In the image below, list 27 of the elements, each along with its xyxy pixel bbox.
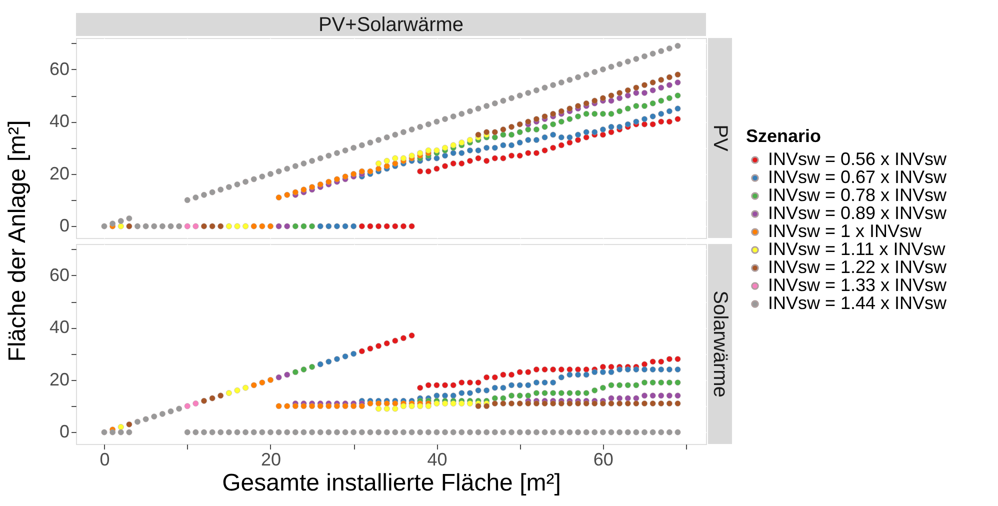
- y-tick-label: 40: [49, 111, 70, 132]
- legend-label: INVsw = 1.44 x INVsw: [768, 293, 948, 313]
- y-tick-label: 60: [49, 264, 70, 285]
- x-tick-label: 40: [427, 450, 448, 470]
- y-tick-label: 0: [59, 422, 70, 442]
- x-tick-label: 0: [100, 450, 110, 470]
- chart-title: PV+Solarwärme: [318, 14, 464, 36]
- y-tick-label: 40: [49, 317, 70, 338]
- text: PV: [709, 124, 731, 152]
- y-tick-label: 0: [59, 216, 70, 236]
- legend-label: INVsw = 1 x INVsw: [768, 221, 923, 241]
- legend-label: INVsw = 0.67 x INVsw: [768, 167, 948, 187]
- legend-label: INVsw = 1.22 x INVsw: [768, 257, 948, 277]
- x-axis-title: Gesamte installierte Fläche [m²]: [222, 470, 561, 496]
- legend-label: INVsw = 0.78 x INVsw: [768, 185, 948, 205]
- y-tick-label: 20: [49, 163, 70, 184]
- legend-title: Szenario: [746, 126, 822, 146]
- y-axis-title: Fläche der Anlage [m²]: [4, 120, 31, 362]
- legend-label: INVsw = 0.56 x INVsw: [768, 149, 948, 169]
- text: Solarwärme: [709, 290, 731, 398]
- y-tick-label: 20: [49, 369, 70, 390]
- x-tick-label: 60: [593, 450, 614, 470]
- y-tick-label: 60: [49, 58, 70, 79]
- legend-label: INVsw = 1.11 x INVsw: [768, 239, 946, 259]
- legend-label: INVsw = 1.33 x INVsw: [768, 275, 948, 295]
- legend-label: INVsw = 0.89 x INVsw: [768, 203, 948, 223]
- x-tick-label: 20: [260, 450, 281, 470]
